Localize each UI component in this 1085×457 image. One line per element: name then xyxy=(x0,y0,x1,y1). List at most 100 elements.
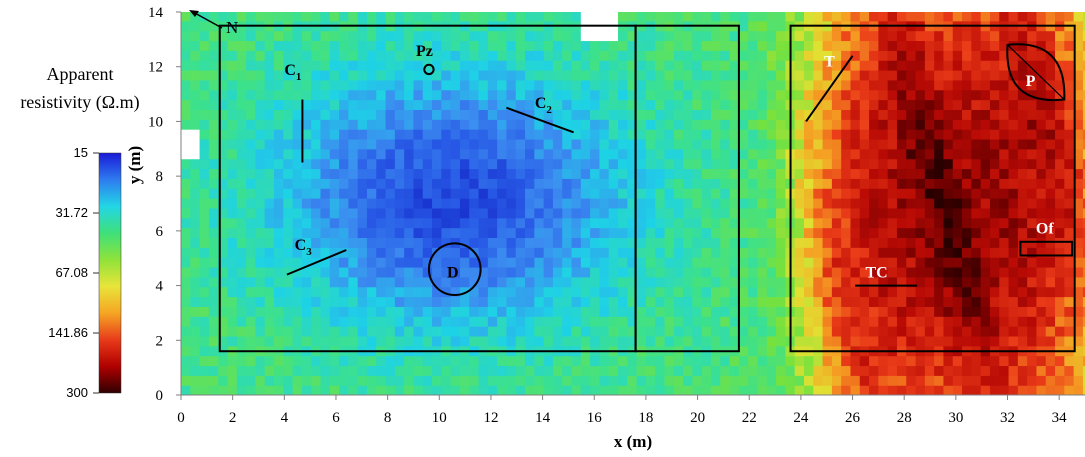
heatmap-cell xyxy=(246,99,256,110)
heatmap-cell xyxy=(878,326,889,337)
heatmap-cell xyxy=(264,266,275,278)
heatmap-cell xyxy=(989,306,1000,317)
heatmap-cell xyxy=(590,109,601,120)
heatmap-cell xyxy=(441,138,452,150)
heatmap-cell xyxy=(590,188,601,199)
heatmap-cell xyxy=(1082,345,1085,357)
heatmap-cell xyxy=(246,198,256,209)
heatmap-cell xyxy=(608,198,619,209)
heatmap-cell xyxy=(980,99,991,110)
heatmap-cell xyxy=(571,188,582,199)
heatmap-cell xyxy=(627,129,638,140)
heatmap-cell xyxy=(599,217,610,229)
heatmap-cell xyxy=(497,178,508,189)
heatmap-cell xyxy=(246,257,256,268)
heatmap-cell xyxy=(590,207,601,219)
heatmap-cell xyxy=(822,89,833,101)
heatmap-cell xyxy=(599,207,610,219)
heatmap-cell xyxy=(673,237,684,248)
heatmap-cell xyxy=(841,316,852,327)
heatmap-cell xyxy=(273,119,284,130)
heatmap-cell xyxy=(469,316,480,327)
heatmap-cell xyxy=(1064,306,1075,317)
heatmap-cell xyxy=(748,375,759,386)
heatmap-cell xyxy=(311,178,322,189)
heatmap-cell xyxy=(831,227,842,239)
heatmap-cell xyxy=(794,129,805,140)
heatmap-cell xyxy=(199,129,210,140)
heatmap-cell xyxy=(599,30,610,42)
heatmap-cell xyxy=(952,276,963,288)
heatmap-cell xyxy=(329,178,340,189)
heatmap-cell xyxy=(1045,316,1056,327)
heatmap-cell xyxy=(794,198,805,209)
heatmap-cell xyxy=(739,1,749,11)
heatmap-cell xyxy=(971,375,982,386)
heatmap-cell xyxy=(692,79,703,91)
heatmap-cell xyxy=(980,385,991,395)
heatmap-cell xyxy=(1008,335,1019,347)
heatmap-cell xyxy=(515,227,526,239)
heatmap-cell xyxy=(971,148,982,160)
heatmap-cell xyxy=(748,89,759,101)
heatmap-cell xyxy=(608,385,619,395)
heatmap-cell xyxy=(859,168,870,179)
heatmap-cell xyxy=(627,276,638,288)
heatmap-cell xyxy=(246,109,256,120)
heatmap-cell xyxy=(562,198,573,209)
heatmap-cell xyxy=(525,237,535,248)
heatmap-cell xyxy=(394,109,405,120)
heatmap-cell xyxy=(599,50,610,61)
heatmap-cell xyxy=(255,355,266,367)
heatmap-cell xyxy=(571,89,582,101)
heatmap-cell xyxy=(608,109,619,120)
heatmap-cell xyxy=(906,227,917,239)
heatmap-cell xyxy=(599,119,610,130)
heatmap-cell xyxy=(487,227,498,239)
heatmap-cell xyxy=(357,69,368,81)
heatmap-cell xyxy=(655,365,666,376)
heatmap-cell xyxy=(1073,306,1084,317)
heatmap-cell xyxy=(999,99,1010,110)
heatmap-cell xyxy=(1064,69,1075,81)
heatmap-cell xyxy=(376,99,387,110)
heatmap-cell xyxy=(1045,89,1056,101)
heatmap-cell xyxy=(311,217,322,229)
heatmap-cell xyxy=(1082,148,1085,160)
heatmap-cell xyxy=(599,335,610,347)
heatmap-cell xyxy=(627,89,638,101)
heatmap-cell xyxy=(989,168,1000,179)
heatmap-cell xyxy=(618,276,628,288)
heatmap-cell xyxy=(673,227,684,239)
heatmap-cell xyxy=(915,30,926,42)
heatmap-cell xyxy=(1017,168,1028,179)
heatmap-cell xyxy=(683,1,693,11)
heatmap-cell xyxy=(422,355,433,367)
heatmap-cell xyxy=(218,286,229,298)
heatmap-cell xyxy=(738,375,749,386)
heatmap-cell xyxy=(413,119,424,130)
heatmap-cell xyxy=(906,207,917,219)
heatmap-cell xyxy=(971,60,982,71)
heatmap-cell xyxy=(738,306,749,317)
heatmap-cell xyxy=(655,276,666,288)
heatmap-cell xyxy=(701,355,712,367)
heatmap-cell xyxy=(1027,138,1038,150)
heatmap-cell xyxy=(320,50,331,61)
heatmap-cell xyxy=(664,296,675,307)
heatmap-cell xyxy=(636,247,647,258)
heatmap-cell xyxy=(869,296,879,307)
heatmap-cell xyxy=(720,257,731,268)
heatmap-cell xyxy=(618,158,628,170)
heatmap-cell xyxy=(813,276,824,288)
heatmap-cell xyxy=(683,385,694,395)
heatmap-cell xyxy=(292,119,303,130)
heatmap-cell xyxy=(618,227,628,239)
heatmap-cell xyxy=(181,69,191,81)
heatmap-cell xyxy=(459,129,470,140)
heatmap-cell xyxy=(404,99,415,110)
heatmap-cell xyxy=(301,306,312,317)
heatmap-cell xyxy=(199,60,210,71)
heatmap-cell xyxy=(246,207,256,219)
